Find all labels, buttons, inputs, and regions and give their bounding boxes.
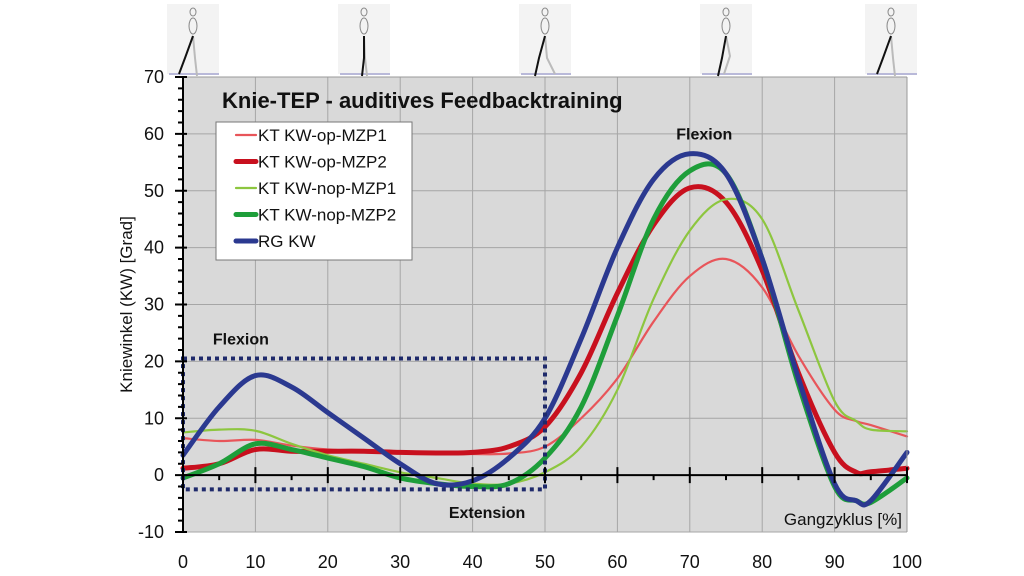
y-tick-label: 50 (144, 181, 164, 201)
axes (175, 76, 908, 533)
head-icon (189, 7, 197, 17)
front-leg (534, 35, 546, 77)
series-group (180, 151, 910, 508)
x-tick-label: 40 (463, 552, 483, 572)
y-axis-title: Kniewinkel (KW) [Grad] (117, 216, 136, 393)
legend: KT KW-op-MZP1 KT KW-op-MZP2 KT KW-nop-MZP1… (215, 121, 413, 261)
x-tick-label: 50 (535, 552, 555, 572)
chart-title: Knie-TEP - auditives Feedbacktraining (222, 88, 623, 113)
front-leg (178, 35, 194, 75)
legend-label: KT KW-op-MZP1 (258, 126, 387, 145)
x-tick-label: 100 (892, 552, 922, 572)
head-icon (541, 7, 549, 17)
x-tick-label: 20 (318, 552, 338, 572)
front-leg (361, 36, 365, 77)
gait-figures (167, 4, 917, 77)
annotation-flexion: Flexion (676, 127, 732, 144)
y-tick-label: 0 (154, 465, 164, 485)
x-tick-label: 70 (680, 552, 700, 572)
torso-icon (540, 17, 550, 35)
gait-figure (338, 4, 390, 77)
torso-icon (721, 17, 731, 35)
back-leg (890, 35, 896, 77)
gait-figure (519, 4, 571, 77)
series-line-rg-kw (180, 151, 910, 508)
back-leg (192, 35, 198, 77)
y-tick-labels: -10 0 10 20 30 40 50 60 70 (138, 67, 164, 542)
series-line-kt-kw-nop-mzp1 (181, 197, 909, 486)
back-leg (723, 35, 732, 75)
head-icon (722, 7, 730, 17)
gait-figure (865, 4, 917, 77)
head-icon (360, 7, 368, 17)
legend-box (215, 121, 413, 261)
torso-icon (188, 17, 198, 35)
front-leg (717, 35, 727, 77)
x-tick-label: 60 (607, 552, 627, 572)
x-tick-label: 30 (390, 552, 410, 572)
x-tick-label: 0 (178, 552, 188, 572)
legend-label: RG KW (258, 232, 316, 251)
x-tick-label: 90 (825, 552, 845, 572)
legend-label: KT KW-nop-MZP1 (258, 179, 396, 198)
x-tick-labels: 0 10 20 30 40 50 60 70 80 90 100 (178, 552, 922, 572)
annotation-flexion: Flexion (213, 331, 269, 348)
gait-figure (167, 4, 219, 77)
annotation-extension: Extension (449, 505, 525, 522)
y-tick-label: 60 (144, 124, 164, 144)
y-tick-label: 70 (144, 67, 164, 87)
legend-label: KT KW-nop-MZP2 (258, 206, 396, 225)
y-tick-label: 40 (144, 238, 164, 258)
annotations: Flexion Flexion Extension (213, 127, 732, 522)
torso-icon (359, 17, 369, 35)
legend-label: KT KW-op-MZP2 (258, 153, 387, 172)
y-tick-label: 20 (144, 351, 164, 371)
torso-icon (886, 17, 896, 35)
head-icon (887, 7, 895, 17)
x-tick-label: 80 (752, 552, 772, 572)
back-leg (544, 35, 556, 75)
y-tick-label: 30 (144, 295, 164, 315)
y-tick-label: -10 (138, 522, 164, 542)
x-axis-title: Gangzyklus [%] (784, 510, 902, 529)
x-tick-label: 10 (245, 552, 265, 572)
gait-figure (700, 4, 752, 77)
front-leg (876, 35, 892, 75)
y-tick-label: 10 (144, 408, 164, 428)
